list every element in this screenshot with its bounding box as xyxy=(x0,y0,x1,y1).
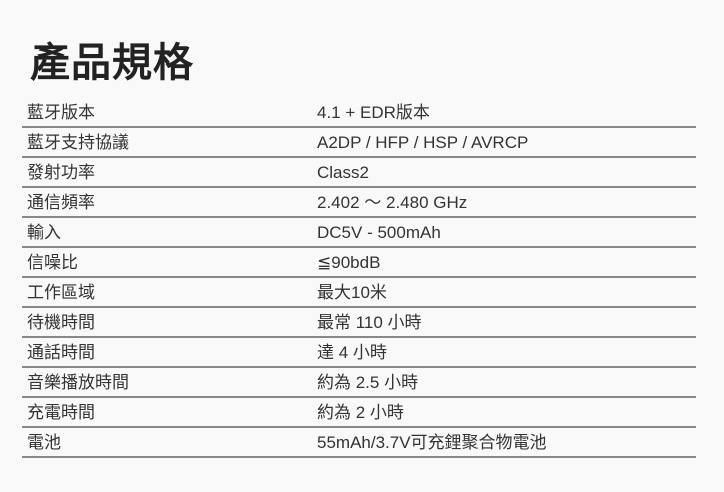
spec-label: 音樂播放時間 xyxy=(27,373,129,392)
spec-label: 發射功率 xyxy=(27,163,95,182)
spec-table: 藍牙版本 4.1 + EDR版本 藍牙支持協議 A2DP / HFP / HSP /… xyxy=(22,98,696,458)
spec-value: 2.402 ～ 2.480 GHz xyxy=(317,193,468,212)
spec-row: 通信頻率 2.402 ～ 2.480 GHz xyxy=(22,188,696,218)
spec-row: 信噪比 ≦90bdB xyxy=(22,248,696,278)
spec-value: 4.1 + EDR版本 xyxy=(317,103,430,122)
spec-row: 電池 55mAh/3.7V可充鋰聚合物電池 xyxy=(22,428,696,458)
spec-value: 最常 110 小時 xyxy=(317,313,422,332)
spec-row: 藍牙支持協議 A2DP / HFP / HSP / AVRCP xyxy=(22,128,696,158)
spec-label: 待機時間 xyxy=(27,313,95,332)
spec-value: 最大10米 xyxy=(317,283,387,302)
spec-value: 達 4 小時 xyxy=(317,343,387,362)
spec-row: 輸入 DC5V - 500mAh xyxy=(22,218,696,248)
spec-row: 發射功率 Class2 xyxy=(22,158,696,188)
spec-label: 藍牙版本 xyxy=(27,103,95,122)
spec-row: 通話時間 達 4 小時 xyxy=(22,338,696,368)
spec-row: 工作區域 最大10米 xyxy=(22,278,696,308)
spec-row: 音樂播放時間 約為 2.5 小時 xyxy=(22,368,696,398)
spec-row: 充電時間 約為 2 小時 xyxy=(22,398,696,428)
spec-value: 約為 2.5 小時 xyxy=(317,373,419,392)
spec-label: 信噪比 xyxy=(27,253,78,272)
spec-value: 55mAh/3.7V可充鋰聚合物電池 xyxy=(317,433,547,452)
spec-label: 充電時間 xyxy=(27,403,95,422)
spec-value: Class2 xyxy=(317,163,369,182)
page-title: 產品規格 xyxy=(30,41,194,85)
spec-row: 藍牙版本 4.1 + EDR版本 xyxy=(22,98,696,128)
spec-label: 通話時間 xyxy=(27,343,95,362)
spec-label: 通信頻率 xyxy=(27,193,95,212)
spec-label: 電池 xyxy=(27,433,61,452)
spec-value: DC5V - 500mAh xyxy=(317,223,441,242)
spec-row: 待機時間 最常 110 小時 xyxy=(22,308,696,338)
spec-value: A2DP / HFP / HSP / AVRCP xyxy=(317,133,529,152)
spec-value: ≦90bdB xyxy=(317,253,381,272)
spec-label: 藍牙支持協議 xyxy=(27,133,129,152)
spec-label: 輸入 xyxy=(27,223,61,242)
spec-value: 約為 2 小時 xyxy=(317,403,404,422)
spec-label: 工作區域 xyxy=(27,283,95,302)
